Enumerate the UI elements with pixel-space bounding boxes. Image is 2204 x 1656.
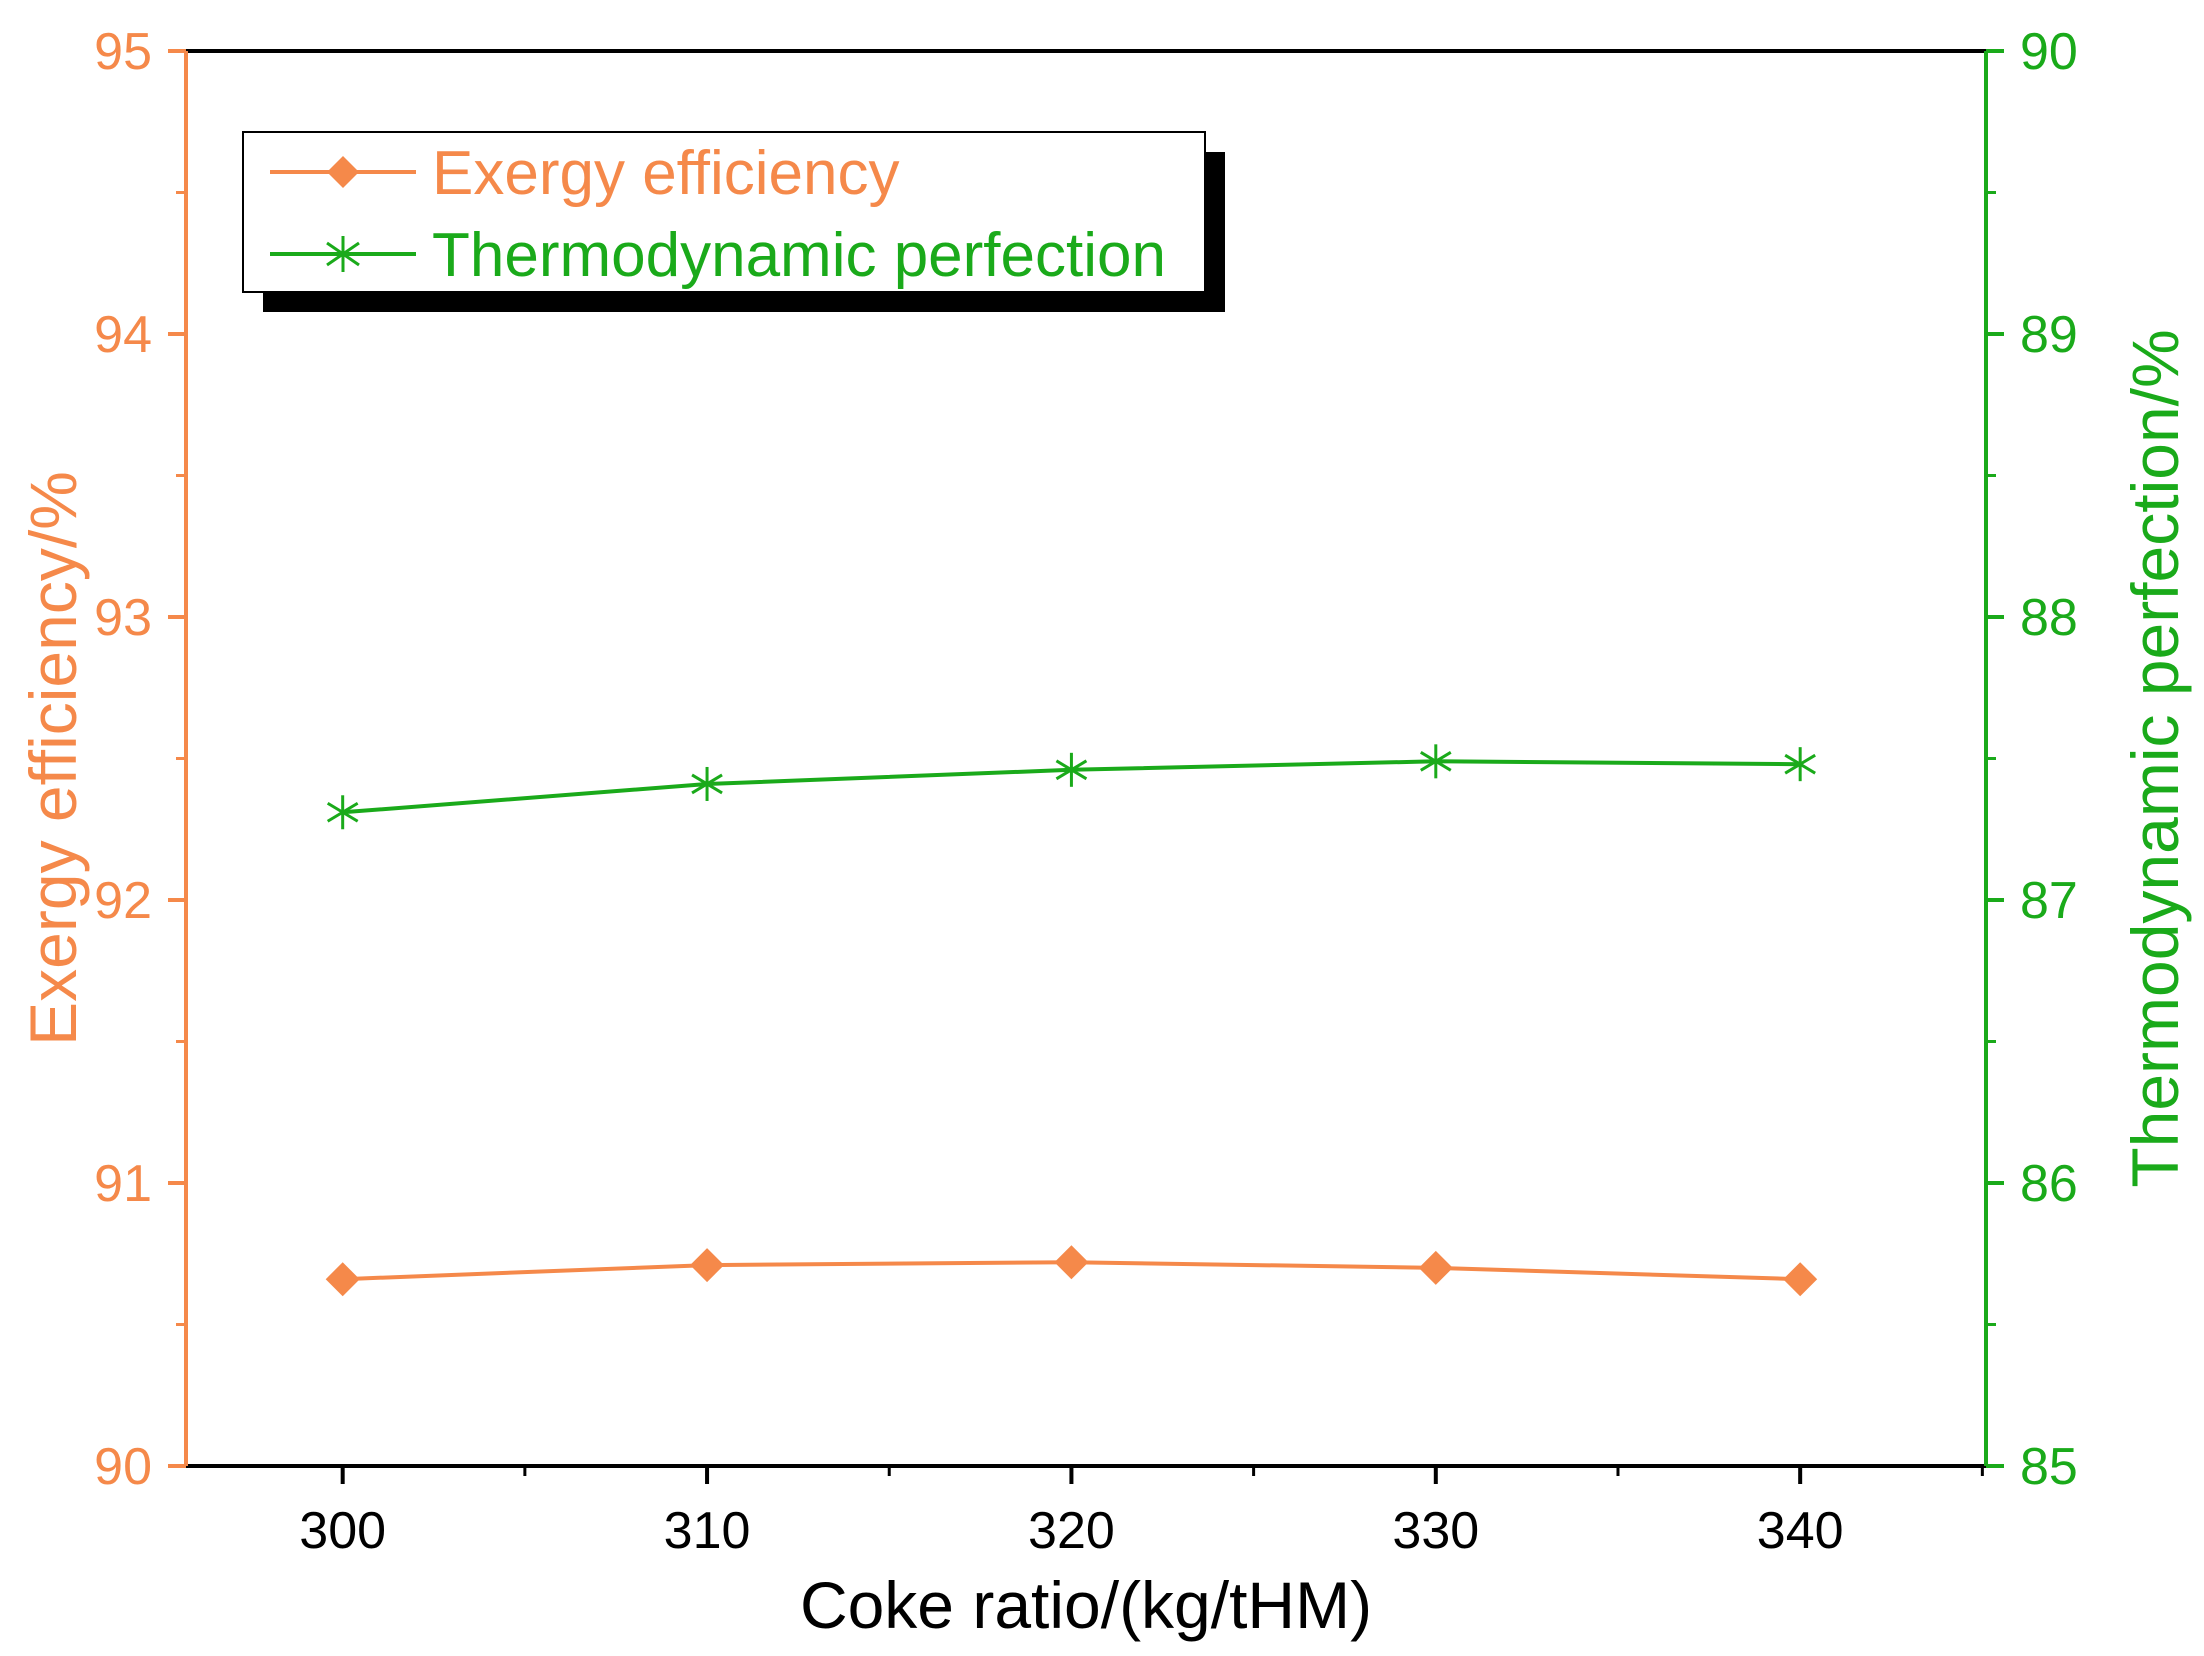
asterisk-stroke [326, 801, 359, 823]
data-point-thermo [326, 795, 359, 830]
diamond-marker-icon [327, 156, 359, 188]
y-right-tick-label: 88 [2020, 589, 2078, 647]
asterisk-stroke [1055, 759, 1088, 781]
y-left-tick-label: 91 [94, 1155, 152, 1213]
x-tick-label: 310 [664, 1502, 751, 1560]
legend-label-exergy: Exergy efficiency [432, 139, 900, 208]
x-tick-label: 330 [1392, 1502, 1479, 1560]
data-point-thermo [1784, 747, 1816, 782]
x-tick-label: 320 [1028, 1502, 1115, 1560]
x-tick-label: 340 [1757, 1502, 1844, 1560]
data-point-thermo [1420, 744, 1452, 779]
legend-entry-thermodynamic-perfection: Thermodynamic perfection [270, 221, 1166, 290]
y-right-tick-label: 85 [2020, 1438, 2078, 1496]
asterisk-stroke [1784, 753, 1816, 775]
y-left-tick-label: 93 [94, 589, 152, 647]
y-left-axis-title: Exergy efficiency/% [16, 471, 90, 1046]
axes: 90 91 92 93 94 95 85 86 87 88 89 90 300 310 320 330 340 C… [16, 23, 2192, 1642]
y-left-tick-label: 92 [94, 872, 152, 930]
asterisk-stroke [691, 773, 723, 795]
plot-area [325, 744, 1818, 1297]
y-left-tick-label: 95 [94, 23, 152, 81]
y-right-tick-label: 89 [2020, 306, 2078, 364]
data-point-thermo [691, 766, 723, 801]
x-tick-label: 300 [299, 1502, 386, 1560]
legend-box [242, 131, 1206, 293]
asterisk-marker-icon [326, 236, 360, 272]
data-point-exergy [325, 1262, 360, 1297]
y-right-tick-label: 90 [2020, 23, 2078, 81]
data-point-exergy [1783, 1262, 1818, 1297]
data-point-exergy [1418, 1250, 1453, 1285]
data-point-thermo [1055, 752, 1088, 787]
y-left-tick-label: 94 [94, 306, 152, 364]
y-right-tick-label: 87 [2020, 872, 2078, 930]
legend: Exergy efficiency Thermodynamic perfecti… [242, 131, 1225, 312]
y-left-tick-label: 90 [94, 1438, 152, 1496]
data-point-exergy [1054, 1245, 1089, 1280]
x-axis-title: Coke ratio/(kg/tHM) [800, 1568, 1372, 1642]
legend-entry-exergy-efficiency: Exergy efficiency [270, 139, 900, 208]
y-right-axis-title: Thermodynamic perfection/% [2118, 329, 2192, 1187]
y-right-tick-label: 86 [2020, 1155, 2078, 1213]
asterisk-stroke [1420, 751, 1452, 772]
legend-label-thermo: Thermodynamic perfection [432, 221, 1166, 290]
data-point-exergy [690, 1248, 725, 1283]
